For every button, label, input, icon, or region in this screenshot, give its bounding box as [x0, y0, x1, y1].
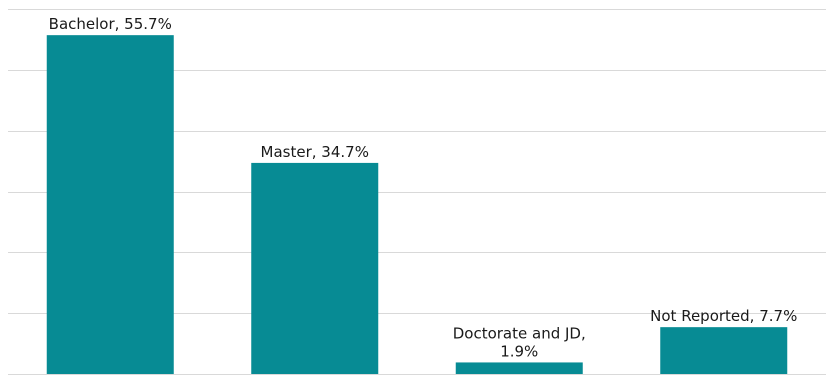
bar-doctorate-and-jd: [455, 362, 583, 374]
data-label-line: Not Reported, 7.7%: [650, 307, 797, 325]
data-label-line: 1.9%: [500, 342, 538, 360]
data-label: Bachelor, 55.7%: [49, 15, 172, 33]
data-label-line: Bachelor, 55.7%: [49, 15, 172, 33]
data-label: Doctorate and JD, 1.9%: [453, 324, 586, 360]
data-label-line: Doctorate and JD,: [453, 324, 586, 342]
data-label: Master, 34.7%: [261, 143, 369, 161]
data-label-line: Master, 34.7%: [261, 143, 369, 161]
bar-master: [251, 162, 379, 374]
bars: [46, 35, 788, 375]
data-label: Not Reported, 7.7%: [650, 307, 797, 325]
bar-not-reported: [660, 327, 788, 374]
bar-bachelor: [46, 35, 174, 375]
data-labels: Bachelor, 55.7% Master, 34.7% Doctorate an…: [49, 15, 798, 360]
